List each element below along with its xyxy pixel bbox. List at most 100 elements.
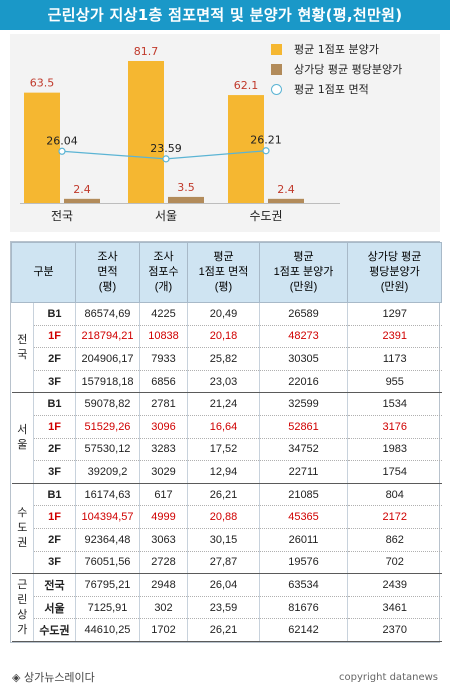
data-table: 구분 조사 면적 (평) 조사 점포수 (개) 평균 1점포 면적 (평) 평균 1점포 분양가 (만원… bbox=[11, 242, 442, 642]
table-header-cell: 상가당 평균 평당분양가 (만원) bbox=[347, 242, 442, 303]
table-cell: 26011 bbox=[259, 528, 348, 552]
floor-label: 전국 bbox=[33, 573, 76, 597]
data-label-avg-store-price-1: 81.7 bbox=[134, 45, 159, 58]
table-cell: 27,87 bbox=[187, 551, 260, 575]
table-cell: 76051,56 bbox=[75, 551, 140, 575]
table-row: 2F 92364,48 3063 30,15 26011 862 bbox=[12, 528, 442, 552]
table-cell: 702 bbox=[347, 551, 442, 575]
table-header-cell: 평균 1점포 면적 (평) bbox=[187, 242, 260, 303]
table-header-cell: 구분 bbox=[11, 242, 76, 303]
table-cell: 2370 bbox=[347, 618, 442, 642]
table-cell: 81676 bbox=[259, 596, 348, 620]
table-cell: 2439 bbox=[347, 573, 442, 597]
table-cell: 10838 bbox=[139, 325, 188, 349]
floor-label: 서울 bbox=[33, 596, 76, 620]
table-cell: 804 bbox=[347, 483, 442, 507]
bar-avg-store-price-0 bbox=[24, 92, 60, 203]
floor-label: 2F bbox=[33, 438, 76, 462]
table-row: 1F 104394,57 4999 20,88 45365 2172 bbox=[12, 505, 442, 529]
table-cell: 45365 bbox=[259, 505, 348, 529]
table-cell: 3461 bbox=[347, 596, 442, 620]
table-cell: 1702 bbox=[139, 618, 188, 642]
table-cell: 3063 bbox=[139, 528, 188, 552]
floor-label: 3F bbox=[33, 370, 76, 394]
bar-per-pyeong-price-2 bbox=[268, 198, 304, 203]
table-cell: 20,18 bbox=[187, 325, 260, 349]
x-tick-label-0: 전국 bbox=[51, 209, 73, 223]
data-label-avg-store-price-0: 63.5 bbox=[30, 77, 55, 90]
table-cell: 2728 bbox=[139, 551, 188, 575]
table-cell: 48273 bbox=[259, 325, 348, 349]
table-cell: 4225 bbox=[139, 302, 188, 326]
legend-marker-circle bbox=[271, 83, 282, 95]
table-cell: 21,24 bbox=[187, 392, 260, 416]
table-header-cell: 평균 1점포 분양가 (만원) bbox=[259, 242, 348, 303]
floor-label: 1F bbox=[33, 505, 76, 529]
table-row: 서 울 B1 59078,82 2781 21,24 32599 1534 bbox=[11, 392, 442, 484]
floor-label: 1F bbox=[33, 415, 76, 439]
table-cell: 92364,48 bbox=[75, 528, 140, 552]
table-cell: 86574,69 bbox=[75, 302, 140, 326]
table-cell: 1297 bbox=[347, 302, 442, 326]
table-cell: 57530,12 bbox=[75, 438, 140, 462]
x-tick-label-1: 서울 bbox=[155, 209, 177, 223]
table-cell: 1534 bbox=[347, 392, 442, 416]
table-cell: 12,94 bbox=[187, 460, 260, 484]
floor-label: 2F bbox=[33, 347, 76, 371]
page-title: 근린상가 지상1층 점포면적 및 분양가 현황(평,천만원) bbox=[0, 0, 450, 30]
table-cell: 16,64 bbox=[187, 415, 260, 439]
table-cell: 3283 bbox=[139, 438, 188, 462]
table-cell: 2781 bbox=[139, 392, 188, 416]
bar-avg-store-price-1 bbox=[128, 61, 164, 203]
point-avg-store-area-1 bbox=[162, 155, 170, 163]
table-row: 1F 51529,26 3096 16,64 52861 3176 bbox=[12, 415, 442, 439]
footer-copyright: copyright datanews bbox=[339, 672, 438, 683]
table-cell: 62142 bbox=[259, 618, 348, 642]
table-cell: 1983 bbox=[347, 438, 442, 462]
table-row: 수도권 44610,25 1702 26,21 62142 2370 bbox=[12, 618, 442, 642]
table-cell: 20,49 bbox=[187, 302, 260, 326]
floor-label: B1 bbox=[33, 483, 76, 507]
table-cell: 16174,63 bbox=[75, 483, 140, 507]
floor-label: 수도권 bbox=[33, 618, 76, 642]
table-row: 3F 157918,18 6856 23,03 22016 955 bbox=[12, 370, 442, 394]
table-header-row: 구분 조사 면적 (평) 조사 점포수 (개) 평균 1점포 면적 (평) 평균 1점포 분양가 (만원… bbox=[11, 242, 442, 303]
legend-item-avg-store-price: 평균 1점포 분양가 bbox=[271, 40, 402, 58]
table-row: 3F 76051,56 2728 27,87 19576 702 bbox=[12, 551, 442, 575]
table-cell: 2948 bbox=[139, 573, 188, 597]
data-label-avg-store-area-2: 26.21 bbox=[250, 134, 282, 147]
table-cell: 44610,25 bbox=[75, 618, 140, 642]
point-avg-store-area-0 bbox=[58, 147, 66, 155]
chart-panel: 63.5 2.4 전국 81.7 3.5 서울 62.1 2.4 수도권 26.04 23.59 26… bbox=[10, 34, 440, 232]
legend-swatch-orange bbox=[271, 43, 282, 55]
table-header-cell: 조사 면적 (평) bbox=[75, 242, 140, 303]
table-row: 수 도 권 B1 16174,63 617 26,21 21085 804 bbox=[11, 483, 442, 575]
table-cell: 3096 bbox=[139, 415, 188, 439]
x-tick-label-2: 수도권 bbox=[249, 209, 282, 223]
table-cell: 76795,21 bbox=[75, 573, 140, 597]
table-row: 3F 39209,2 3029 12,94 22711 1754 bbox=[12, 460, 442, 484]
table-row: 근 린 상 가 전국 76795,21 2948 26,04 63534 2439 bbox=[11, 573, 442, 642]
bar-avg-store-price-2 bbox=[228, 95, 264, 203]
table-cell: 4999 bbox=[139, 505, 188, 529]
table-cell: 3176 bbox=[347, 415, 442, 439]
table-cell: 2391 bbox=[347, 325, 442, 349]
table-cell: 30305 bbox=[259, 347, 348, 371]
table-cell: 2172 bbox=[347, 505, 442, 529]
table-cell: 22016 bbox=[259, 370, 348, 394]
table-cell: 7933 bbox=[139, 347, 188, 371]
table-cell: 59078,82 bbox=[75, 392, 140, 416]
table-cell: 862 bbox=[347, 528, 442, 552]
legend-swatch-brown bbox=[271, 63, 282, 75]
table-cell: 955 bbox=[347, 370, 442, 394]
table-cell: 22711 bbox=[259, 460, 348, 484]
table-cell: 204906,17 bbox=[75, 347, 140, 371]
point-avg-store-area-2 bbox=[262, 147, 270, 155]
data-label-per-pyeong-price-2: 2.4 bbox=[277, 183, 295, 196]
data-label-per-pyeong-price-1: 3.5 bbox=[177, 181, 195, 194]
table-header-cell: 조사 점포수 (개) bbox=[139, 242, 188, 303]
floor-label: B1 bbox=[33, 302, 76, 326]
table-row: 전 국 B1 86574,69 4225 20,49 26589 1297 bbox=[11, 302, 442, 394]
